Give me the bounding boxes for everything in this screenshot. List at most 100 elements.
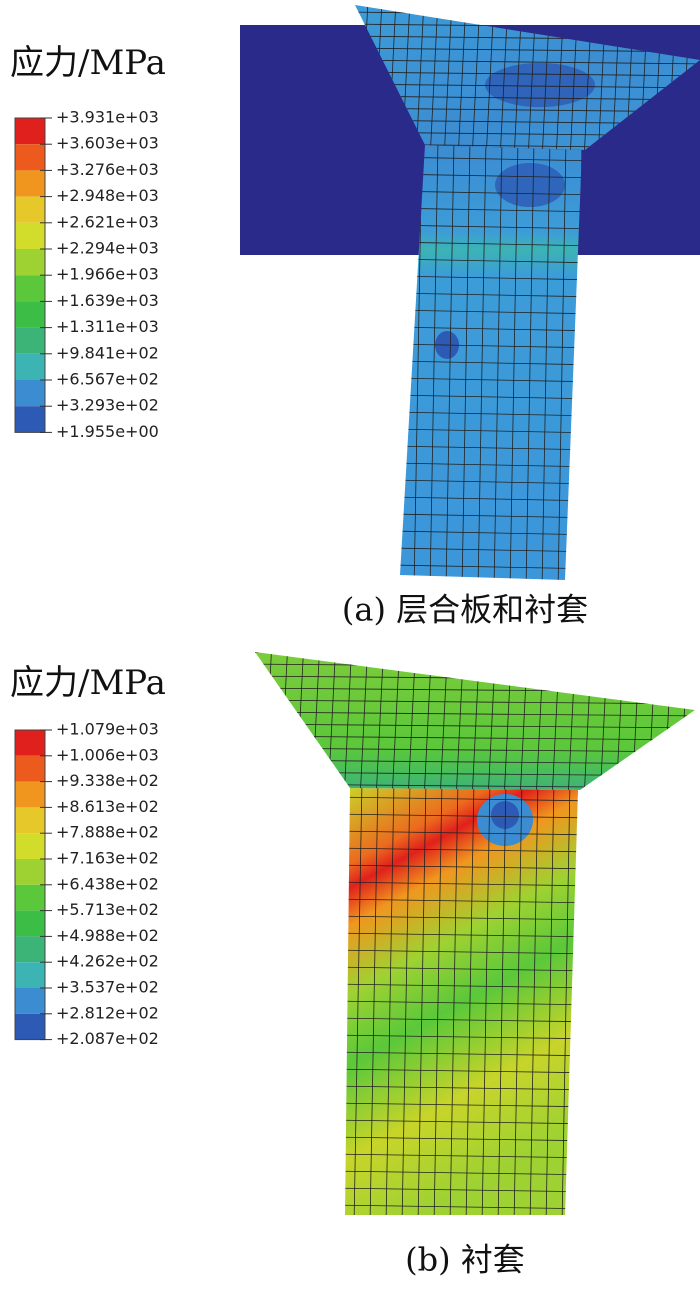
legend-swatch [15,833,45,859]
mesh-line [545,788,555,1215]
mesh-line [343,652,353,790]
mesh-line [400,428,582,434]
model-a [240,5,700,580]
mesh-line [529,788,539,1215]
mesh-line [345,1085,578,1091]
mesh-line [345,1170,578,1176]
legend-swatch [15,781,45,808]
mesh-line [400,445,582,451]
mesh-line [400,241,582,247]
mesh-line [400,292,582,298]
mesh-line [255,735,695,741]
mesh-line [345,1000,578,1006]
mesh-line [400,156,582,162]
legend-swatch [15,730,45,756]
legend-label: +3.537e+02 [56,978,159,997]
legend-label: +9.338e+02 [56,771,159,790]
mesh-line [345,1102,578,1108]
sleeve-tube [400,145,582,580]
legend-label: +5.713e+02 [56,900,159,919]
legend-label: +7.888e+02 [56,823,159,842]
mesh-line [400,530,582,536]
legend-label: +8.613e+02 [56,797,159,816]
legend-label: +1.006e+03 [56,745,159,764]
mesh-line [255,711,695,717]
mesh-line [345,1051,578,1057]
mesh-line [400,564,582,570]
legend-swatch [15,755,45,782]
mesh-line [255,723,695,729]
mesh-line [345,1153,578,1159]
mesh-line [345,788,347,1215]
mesh-line [355,95,700,101]
mesh-line [345,1017,578,1023]
mesh-line [481,788,491,1215]
legend-swatch [15,301,45,328]
mesh-line [345,1187,578,1193]
legend-swatch [15,222,45,249]
legend-label: +2.294e+03 [56,239,159,258]
mesh-line [400,275,582,281]
mesh-line [400,547,582,553]
mesh-line [353,788,363,1215]
mesh-line [330,1222,600,1226]
legend-swatch [15,249,45,276]
legend-label: +1.079e+03 [56,720,159,739]
mesh-line [400,360,582,366]
mesh-line [400,224,582,230]
mesh-line [385,788,395,1215]
mesh-line [355,59,700,65]
legend-swatch [15,807,45,834]
legend-label: +4.262e+02 [56,952,159,971]
legend-label: +6.438e+02 [56,874,159,893]
mesh-line [400,496,582,502]
mesh-line [255,652,695,657]
legend-label: +1.955e+00 [56,422,159,441]
caption: (b) 衬套 [405,1241,525,1279]
mesh-line [509,145,519,580]
mesh-line [345,881,578,887]
legend-label: +2.812e+02 [56,1003,159,1022]
legend-swatch [15,196,45,223]
sleeve-head [255,652,695,790]
legend-swatch [15,118,45,145]
mesh-line [400,190,582,196]
legend-title: 应力/MPa [10,663,166,703]
mesh-line [240,640,700,644]
mesh-line [400,394,582,400]
mesh-line [345,847,578,853]
mesh-line [345,915,578,921]
mesh-line [400,513,582,519]
caption: (a) 层合板和衬套 [342,591,588,629]
mesh-line [345,1119,578,1125]
mesh-line [400,207,582,213]
mesh-line [497,788,507,1215]
mesh-line [493,145,503,580]
mesh-line [679,652,689,790]
legend-title: 应力/MPa [10,43,166,83]
mesh-line [345,983,578,989]
legend-swatch [15,910,45,937]
legend-swatch [15,275,45,302]
mesh-line [557,145,567,580]
legend-swatch [15,353,45,380]
mesh-line [355,83,700,89]
mesh-line [345,949,578,955]
legend-swatch [15,936,45,963]
legend-label: +9.841e+02 [56,343,159,362]
mesh-line [345,813,578,819]
mesh-line [465,788,475,1215]
mesh-line [561,788,571,1215]
mesh-line [255,652,257,790]
mesh-line [345,1034,578,1040]
stress-zone [485,63,595,107]
mesh-line [400,479,582,485]
legend-label: +6.567e+02 [56,370,159,389]
mesh-line [369,788,379,1215]
mesh-line [345,966,578,972]
model-b [240,640,700,1226]
legend-label: +2.621e+03 [56,212,159,231]
legend-label: +2.948e+03 [56,186,159,205]
mesh-line [255,699,695,705]
